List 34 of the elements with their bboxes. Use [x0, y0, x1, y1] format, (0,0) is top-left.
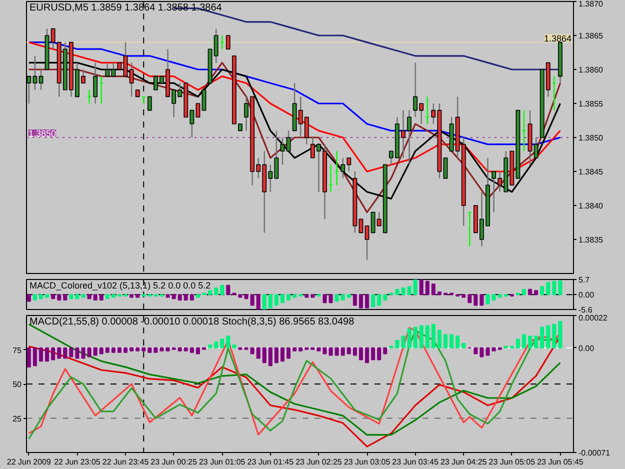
x-tick-label: 23 Jun 00:25 [150, 458, 198, 466]
x-tick-label: 23 Jun 03:05 [344, 458, 391, 466]
chart-title: EURUSD,M5 1.3859 1.3864 1.3858 1.3864 [30, 2, 222, 14]
x-tick-label: 23 Jun 02:25 [296, 458, 342, 466]
y-tick-label: 1.3855 [578, 100, 604, 108]
y-tick-label: 0.00 [578, 344, 595, 353]
chart-title: MACD(21,55,8) 0.00008 -0.00010 0.00018 Stoch(8,3,5) 86.9565 83.0498 [30, 316, 355, 328]
y-tick-label: -5.6 [578, 306, 593, 314]
x-tick-label: 23 Jun 01:05 [198, 458, 246, 466]
y-tick-label: 1.3860 [578, 66, 604, 74]
y-tick-label: 1.3850 [578, 134, 604, 142]
y-tick-label: -0.00071 [578, 448, 611, 458]
y-tick-label: 1.3845 [578, 168, 604, 176]
y-tick-label: 0.00 [578, 290, 595, 300]
y-tick-label: 0.00022 [578, 314, 608, 322]
x-tick-label: 23 Jun 05:45 [537, 458, 584, 466]
y-tick-label: 1.3865 [578, 32, 604, 40]
y2-tick-label: 50 [12, 380, 22, 389]
y2-tick-label: 25 [12, 414, 22, 424]
x-tick-label: 22 Jun 23:05 [54, 458, 101, 466]
y2-tick-label: 75 [12, 346, 22, 355]
x-tick-label: 23 Jun 03:45 [392, 458, 439, 466]
y-tick-label: 5.7 [578, 276, 590, 284]
ref-line-label: 1.3864 [544, 33, 572, 44]
x-tick-label: 23 Jun 01:45 [247, 458, 294, 466]
ref-line-label: 1.3850 [28, 128, 56, 138]
y-tick-label: 1.3835 [578, 236, 604, 244]
x-tick-label: 23 Jun 05:05 [488, 458, 536, 466]
x-tick-label: 22 Jun 2009 [6, 458, 52, 466]
x-tick-label: 23 Jun 04:25 [440, 458, 488, 466]
x-tick-label: 22 Jun 23:45 [102, 458, 150, 466]
y-tick-label: 1.3840 [578, 202, 604, 210]
chart-title: MACD_Colored_v102 (5,13,1) 5.2 0.0 0.0 5.2 [30, 280, 211, 290]
y-tick-label: 1.3870 [578, 0, 604, 8]
